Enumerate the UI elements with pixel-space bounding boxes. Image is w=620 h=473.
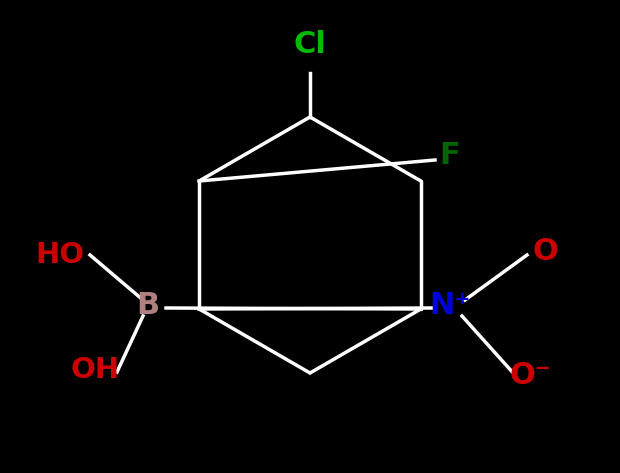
- Text: N⁺: N⁺: [429, 290, 471, 319]
- Text: O: O: [532, 237, 558, 266]
- Text: O⁻: O⁻: [509, 360, 551, 389]
- Text: B: B: [136, 290, 159, 319]
- Text: Cl: Cl: [293, 30, 327, 60]
- Text: HO: HO: [35, 241, 84, 269]
- Text: F: F: [440, 140, 461, 169]
- Text: OH: OH: [71, 356, 120, 384]
